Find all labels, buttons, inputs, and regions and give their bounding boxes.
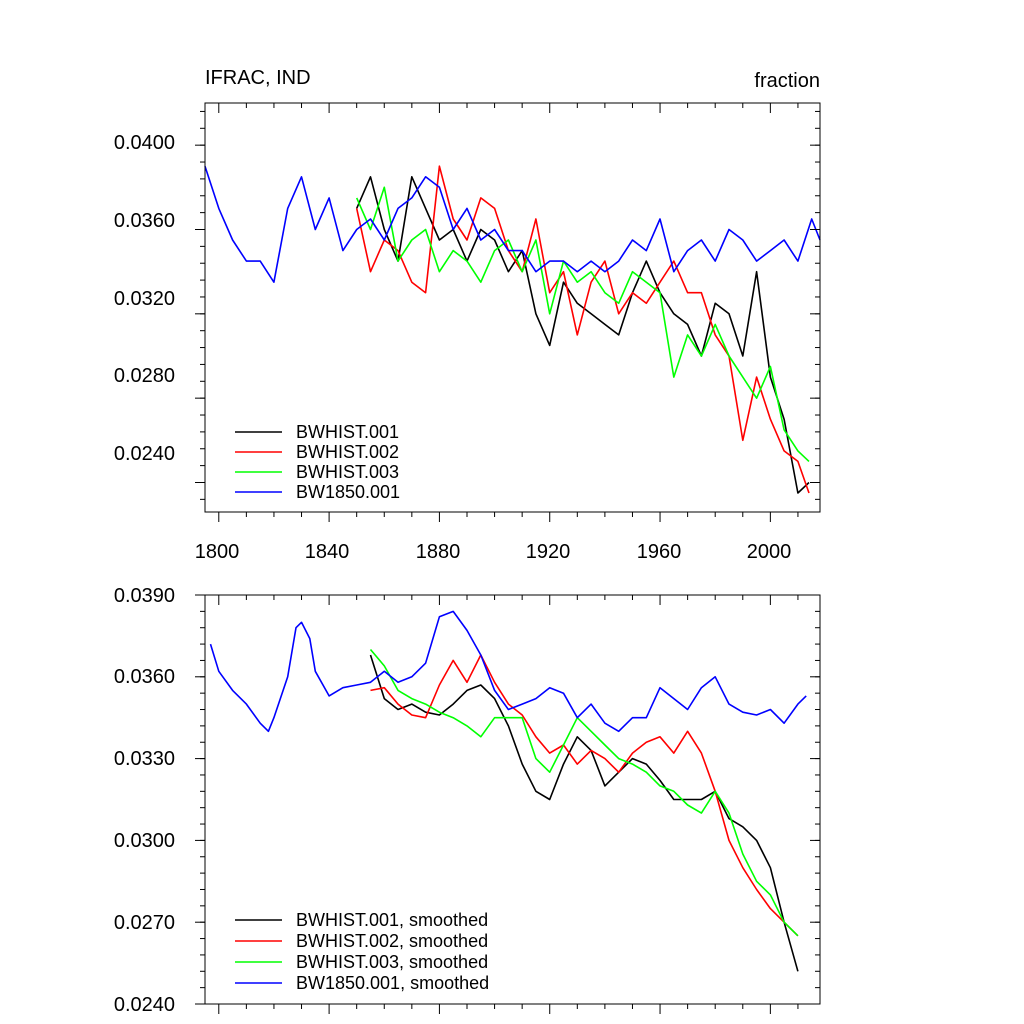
- y-tick-label-0.0330: 0.0330: [114, 748, 175, 770]
- y-tick-label-0.0240: 0.0240: [114, 994, 175, 1016]
- x-tick-label-1920: 1920: [526, 541, 571, 563]
- ticks-raw: [195, 103, 820, 522]
- legend-label: BWHIST.002, smoothed: [296, 931, 488, 951]
- y-tick-label-0.0240: 0.0240: [114, 443, 175, 465]
- series-line: [369, 648, 799, 937]
- y-tick-label-0.0400: 0.0400: [114, 132, 175, 154]
- y-tick-label-0.0360: 0.0360: [114, 210, 175, 232]
- legend-label: BWHIST.001: [296, 422, 399, 442]
- series-line: [370, 654, 799, 937]
- series-line: [355, 176, 810, 494]
- x-tick-label-2000: 2000: [747, 541, 792, 563]
- legend-smoothed: BWHIST.001, smoothed BWHIST.002, smoothe…: [235, 910, 489, 993]
- series-line: [355, 165, 810, 494]
- x-tick-label-1880: 1880: [416, 541, 461, 563]
- y-tick-label-0.0280: 0.0280: [114, 365, 175, 387]
- legend-label: BWHIST.003, smoothed: [296, 952, 488, 972]
- chart-title-units: fraction: [754, 70, 820, 92]
- y-tick-label-0.0390: 0.0390: [114, 585, 175, 607]
- series-line: [204, 165, 821, 284]
- series-line: [209, 610, 807, 733]
- x-tick-label-1960: 1960: [637, 541, 682, 563]
- legend-label: BWHIST.002: [296, 442, 399, 462]
- chart-panel-raw: IFRAC, IND fraction 1800 1840 1880 1920 …: [114, 67, 821, 563]
- x-tick-label-1840: 1840: [305, 541, 350, 563]
- y-tick-labels-raw: 0.0240 0.0280 0.0320 0.0360 0.0400: [114, 132, 175, 465]
- chart-title-left: IFRAC, IND: [205, 67, 311, 89]
- y-tick-labels-smoothed: 0.0240 0.0270 0.0300 0.0330 0.0360 0.039…: [114, 585, 175, 1016]
- legend-label: BWHIST.001, smoothed: [296, 910, 488, 930]
- x-tick-label-1800: 1800: [195, 541, 240, 563]
- plot-area-raw: [204, 165, 821, 494]
- legend-label: BW1850.001: [296, 482, 400, 502]
- plot-frame-raw: [204, 102, 821, 513]
- legend-label: BW1850.001, smoothed: [296, 973, 489, 993]
- plot-frame-smoothed: [204, 594, 821, 1005]
- legend-label: BWHIST.003: [296, 462, 399, 482]
- legend-raw: BWHIST.001 BWHIST.002 BWHIST.003 BW1850.…: [235, 422, 400, 502]
- chart-panel-smoothed: 0.0240 0.0270 0.0300 0.0330 0.0360 0.039…: [114, 585, 821, 1016]
- x-tick-labels-raw: 1800 1840 1880 1920 1960 2000: [195, 541, 792, 563]
- y-tick-label-0.0270: 0.0270: [114, 912, 175, 934]
- y-tick-label-0.0300: 0.0300: [114, 830, 175, 852]
- y-tick-label-0.0320: 0.0320: [114, 288, 175, 310]
- series-line: [355, 186, 810, 462]
- y-tick-label-0.0360: 0.0360: [114, 666, 175, 688]
- plot-area-smoothed: [209, 610, 807, 972]
- ticks-smoothed: [195, 594, 820, 1014]
